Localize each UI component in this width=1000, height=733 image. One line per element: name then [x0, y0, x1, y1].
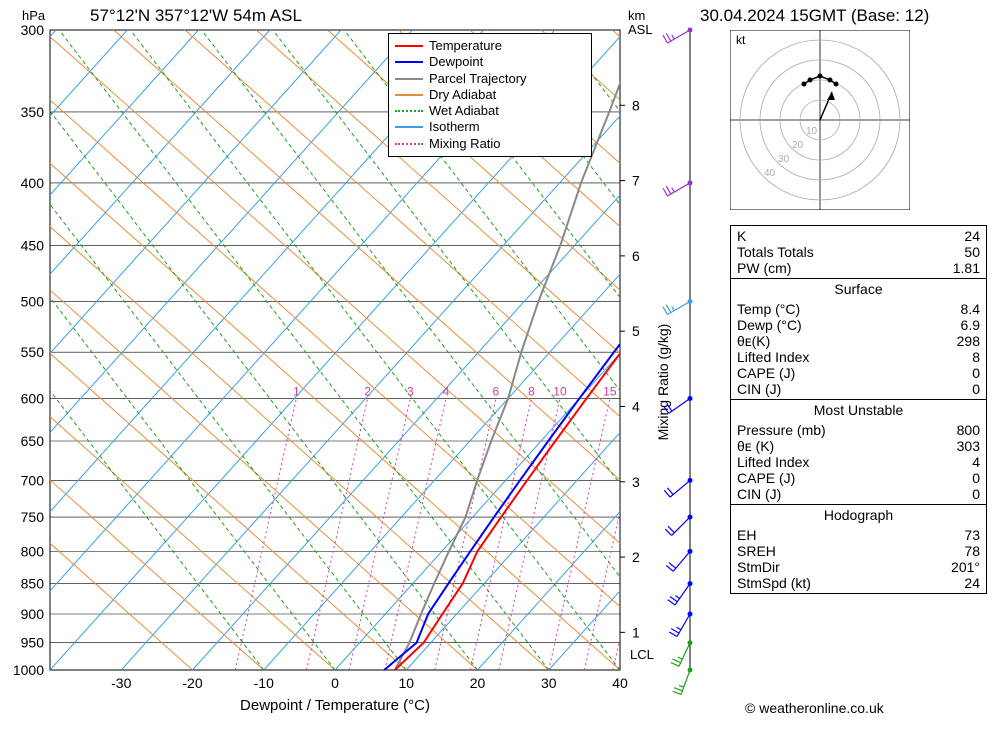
title-right: 30.04.2024 15GMT (Base: 12) [700, 6, 929, 26]
svg-text:10: 10 [398, 675, 414, 691]
svg-text:800: 800 [21, 543, 45, 559]
svg-text:1: 1 [293, 384, 300, 398]
legend-item: Dry Adiabat [395, 87, 585, 103]
svg-text:550: 550 [21, 344, 45, 360]
svg-text:kt: kt [736, 33, 746, 47]
index-row: EH73 [737, 527, 980, 543]
index-row: Lifted Index8 [737, 349, 980, 365]
svg-text:-10: -10 [254, 675, 274, 691]
svg-text:400: 400 [21, 175, 45, 191]
svg-text:8: 8 [528, 384, 535, 398]
index-row: SREH78 [737, 543, 980, 559]
svg-text:Mixing Ratio (g/kg): Mixing Ratio (g/kg) [655, 324, 671, 441]
index-row: K24 [737, 228, 980, 244]
svg-text:6: 6 [493, 384, 500, 398]
index-row: CIN (J)0 [737, 381, 980, 397]
svg-text:900: 900 [21, 606, 45, 622]
legend-item: Mixing Ratio [395, 136, 585, 152]
svg-text:20: 20 [792, 140, 804, 151]
legend-item: Isotherm [395, 119, 585, 135]
svg-text:1000: 1000 [13, 662, 44, 678]
index-row: StmDir201° [737, 559, 980, 575]
hodograph: kt 10203040 [730, 30, 910, 210]
svg-text:5: 5 [632, 323, 640, 339]
svg-text:2: 2 [364, 384, 371, 398]
section-header: Most Unstable [731, 399, 986, 420]
svg-text:40: 40 [764, 168, 776, 179]
index-row: StmSpd (kt)24 [737, 575, 980, 591]
section-header: Surface [731, 278, 986, 299]
svg-text:20: 20 [639, 384, 653, 398]
svg-text:0: 0 [331, 675, 339, 691]
index-row: Lifted Index4 [737, 454, 980, 470]
svg-text:850: 850 [21, 576, 45, 592]
svg-text:15: 15 [603, 384, 617, 398]
index-row: CAPE (J)0 [737, 470, 980, 486]
svg-text:30: 30 [541, 675, 557, 691]
svg-text:8: 8 [632, 97, 640, 113]
svg-text:40: 40 [612, 675, 628, 691]
index-row: CAPE (J)0 [737, 365, 980, 381]
svg-text:km: km [628, 8, 645, 23]
svg-text:2: 2 [632, 549, 640, 565]
legend-item: Parcel Trajectory [395, 71, 585, 87]
index-row: θᴇ (K)303 [737, 438, 980, 454]
svg-text:10: 10 [553, 384, 567, 398]
svg-text:450: 450 [21, 238, 45, 254]
svg-text:LCL: LCL [630, 647, 654, 662]
index-row: Temp (°C)8.4 [737, 301, 980, 317]
section-header: Hodograph [731, 504, 986, 525]
svg-text:1: 1 [632, 624, 640, 640]
skewt-chart: 3003504004505005506006507007508008509009… [0, 0, 720, 733]
svg-text:ASL: ASL [628, 22, 653, 37]
svg-text:3: 3 [407, 384, 414, 398]
legend-item: Dewpoint [395, 54, 585, 70]
svg-text:300: 300 [21, 22, 45, 38]
svg-text:-20: -20 [182, 675, 202, 691]
svg-text:950: 950 [21, 635, 45, 651]
index-row: Dewp (°C)6.9 [737, 317, 980, 333]
svg-text:4: 4 [443, 384, 450, 398]
svg-text:3: 3 [632, 474, 640, 490]
index-row: PW (cm)1.81 [737, 260, 980, 276]
index-row: CIN (J)0 [737, 486, 980, 502]
legend-item: Temperature [395, 38, 585, 54]
svg-text:10: 10 [806, 126, 818, 137]
svg-text:500: 500 [21, 294, 45, 310]
svg-text:7: 7 [632, 173, 640, 189]
svg-text:750: 750 [21, 509, 45, 525]
svg-text:Dewpoint / Temperature (°C): Dewpoint / Temperature (°C) [240, 697, 430, 714]
svg-text:6: 6 [632, 248, 640, 264]
svg-text:600: 600 [21, 390, 45, 406]
indices-box: K24Totals Totals50PW (cm)1.81 Surface Temp… [730, 225, 987, 594]
svg-text:20: 20 [470, 675, 486, 691]
svg-text:hPa: hPa [22, 8, 46, 23]
index-row: Pressure (mb)800 [737, 422, 980, 438]
svg-text:650: 650 [21, 433, 45, 449]
svg-text:350: 350 [21, 104, 45, 120]
svg-text:700: 700 [21, 472, 45, 488]
copyright: © weatheronline.co.uk [745, 700, 884, 716]
legend: TemperatureDewpointParcel TrajectoryDry … [388, 33, 592, 157]
index-row: θᴇ(K)298 [737, 333, 980, 349]
svg-text:4: 4 [632, 398, 640, 414]
svg-text:30: 30 [778, 154, 790, 165]
legend-item: Wet Adiabat [395, 103, 585, 119]
index-row: Totals Totals50 [737, 244, 980, 260]
svg-text:-30: -30 [111, 675, 131, 691]
